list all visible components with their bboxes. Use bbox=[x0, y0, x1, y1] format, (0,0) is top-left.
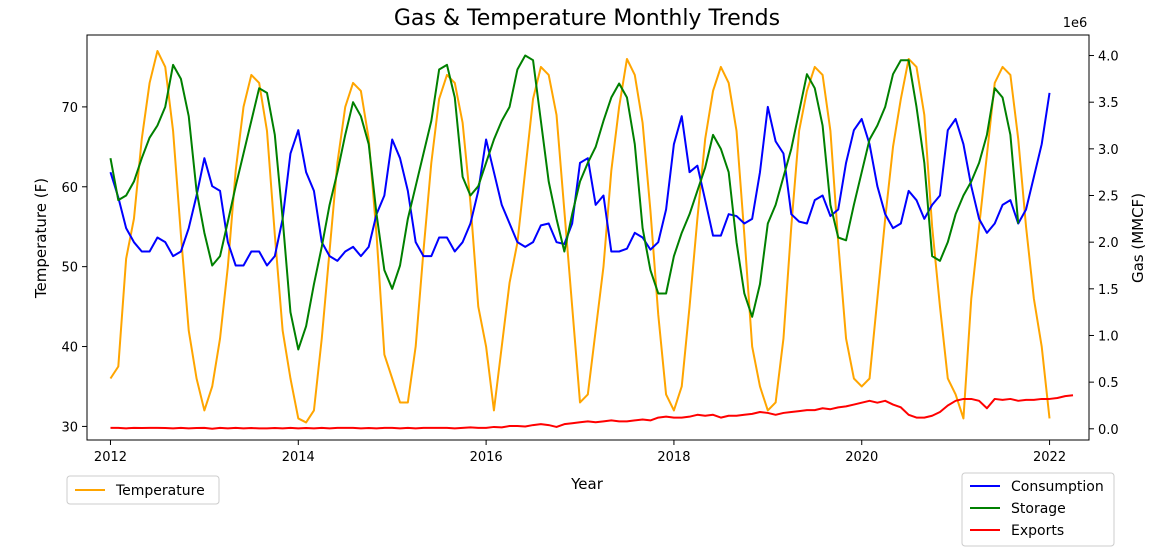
legend-label-consumption: Consumption bbox=[1011, 479, 1104, 495]
x-axis: 2012 2014 2016 2018 2020 2022 bbox=[94, 440, 1066, 465]
y-right-tick-label: 2.0 bbox=[1098, 236, 1119, 251]
x-tick-label: 2016 bbox=[470, 450, 503, 465]
y-axis-left: 30 40 50 60 70 bbox=[61, 101, 87, 435]
y-left-tick-label: 30 bbox=[61, 420, 78, 435]
series-line-storage bbox=[109, 54, 1020, 351]
series-line-consumption bbox=[109, 92, 1051, 267]
legend-label-storage: Storage bbox=[1011, 501, 1066, 517]
y-right-tick-label: 0.0 bbox=[1098, 423, 1119, 438]
series-layer bbox=[109, 49, 1074, 430]
y-right-tick-label: 3.0 bbox=[1098, 143, 1119, 158]
x-tick-label: 2014 bbox=[282, 450, 315, 465]
x-tick-label: 2020 bbox=[845, 450, 878, 465]
legend-right: Consumption Storage Exports bbox=[961, 472, 1115, 547]
chart-title: Gas & Temperature Monthly Trends bbox=[394, 6, 780, 31]
x-tick-label: 2012 bbox=[94, 450, 127, 465]
y-left-tick-label: 70 bbox=[61, 101, 78, 116]
y-right-tick-label: 1.5 bbox=[1098, 283, 1119, 298]
x-tick-label: 2018 bbox=[657, 450, 690, 465]
series-line-temperature bbox=[109, 49, 1051, 424]
x-axis-label: Year bbox=[570, 475, 604, 493]
series-line-exports bbox=[110, 394, 1074, 430]
y-right-tick-label: 3.5 bbox=[1098, 96, 1119, 111]
y-left-tick-label: 40 bbox=[61, 341, 78, 356]
y-axis-left-label: Temperature (F) bbox=[32, 178, 50, 299]
legend-label-exports: Exports bbox=[1011, 523, 1064, 539]
y-right-tick-label: 2.5 bbox=[1098, 190, 1119, 205]
plot-frame bbox=[86, 34, 1090, 441]
y-axis-right-label: Gas (MMCF) bbox=[1129, 193, 1147, 283]
y-right-tick-label: 4.0 bbox=[1098, 50, 1119, 65]
y-left-tick-label: 60 bbox=[61, 181, 78, 196]
right-axis-offset-label: 1e6 bbox=[1063, 16, 1088, 31]
legend-label-temperature: Temperature bbox=[115, 483, 205, 499]
y-right-tick-label: 1.0 bbox=[1098, 329, 1119, 344]
legend-left-box bbox=[66, 475, 220, 505]
legend-left: Temperature bbox=[66, 475, 220, 505]
y-axis-right: 0.0 0.5 1.0 1.5 2.0 2.5 3.0 3.5 4.0 bbox=[1089, 50, 1119, 438]
x-tick-label: 2022 bbox=[1033, 450, 1066, 465]
y-left-tick-label: 50 bbox=[61, 261, 78, 276]
legend-right-box bbox=[961, 472, 1115, 547]
y-right-tick-label: 0.5 bbox=[1098, 376, 1119, 391]
